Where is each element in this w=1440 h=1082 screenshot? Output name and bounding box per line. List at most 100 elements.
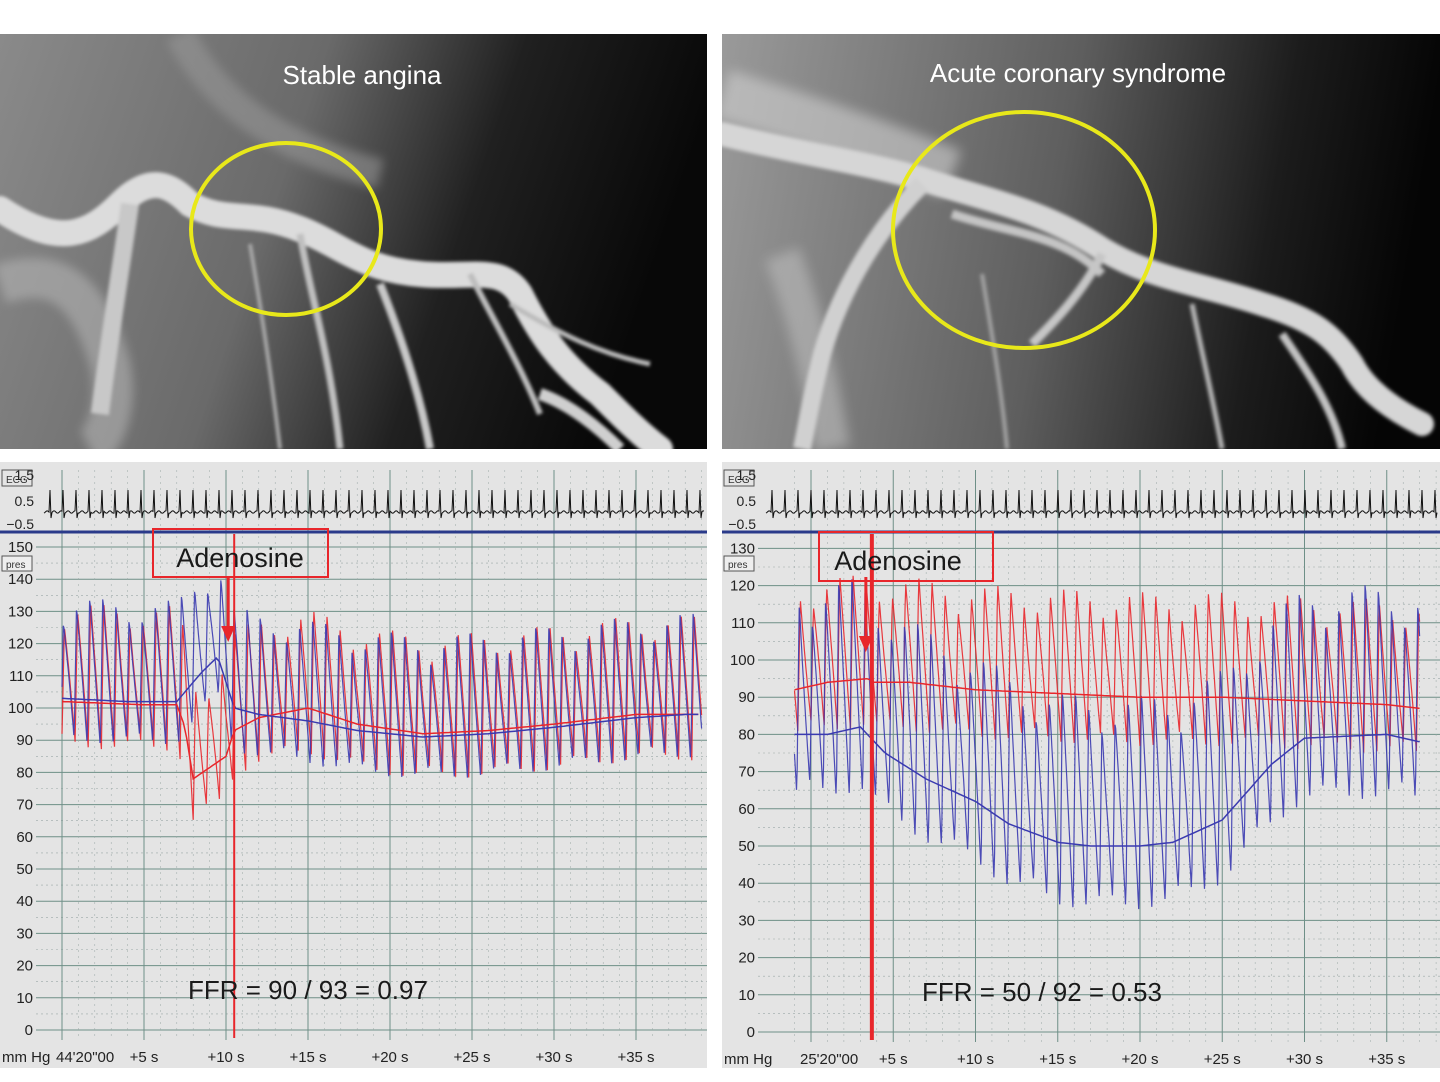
y-tick-label: 60 — [738, 801, 755, 818]
y-tick-label: 70 — [738, 764, 755, 781]
mean-pressure-lines — [61, 657, 699, 781]
x-tick-label: +15 s — [289, 1049, 326, 1066]
adenosine-annotation-box — [152, 528, 329, 578]
y-tick-label: 30 — [738, 912, 755, 929]
y-tick-label: 80 — [738, 726, 755, 743]
ecg-strip — [43, 489, 705, 519]
x-tick-label: +20 s — [371, 1049, 408, 1066]
aortic-pressure-waveform — [793, 575, 1421, 753]
time-origin-label: 44'20"00 — [56, 1049, 114, 1066]
x-tick-label: +5 s — [130, 1049, 159, 1066]
y-tick-label: 100 — [8, 700, 33, 717]
angiogram-title: Stable angina — [282, 60, 442, 90]
y-tick-label: 40 — [16, 893, 33, 910]
angiogram-title: Acute coronary syndrome — [930, 58, 1226, 88]
x-tick-label: +20 s — [1121, 1051, 1158, 1068]
y-tick-label: 20 — [16, 958, 33, 975]
y-axis-ticks: 0 10 20 30 40 50 60 70 80 90 100 110 120 130 — [730, 540, 755, 1041]
x-tick-label: +30 s — [1286, 1051, 1323, 1068]
pressure-trace-acute-coronary-syndrome: 0 10 20 30 40 50 60 70 80 90 100 110 120 130 +5 s +10 … — [722, 462, 1440, 1068]
y-tick-label: 90 — [16, 732, 33, 749]
ecg-tick-label: 1.5 — [15, 467, 35, 483]
y-tick-label: 10 — [738, 987, 755, 1004]
x-tick-label: +25 s — [453, 1049, 490, 1066]
distal-mean-pressure-line — [794, 726, 1420, 847]
y-tick-label: 100 — [730, 652, 755, 669]
y-tick-label: 110 — [731, 615, 755, 632]
adenosine-annotation-label: Adenosine — [176, 543, 304, 573]
y-tick-label: 40 — [738, 875, 755, 892]
y-tick-label: 30 — [16, 925, 33, 942]
pressure-waveforms — [61, 580, 703, 820]
adenosine-marker — [858, 534, 874, 1040]
x-tick-label: +35 s — [617, 1049, 654, 1066]
y-tick-label: 150 — [8, 539, 33, 556]
stenosis-highlight-circle — [891, 110, 1157, 350]
ecg-strip — [765, 489, 1438, 519]
x-tick-label: +10 s — [207, 1049, 244, 1066]
distal-mean-pressure-line — [61, 657, 699, 738]
grid — [0, 470, 707, 1040]
ecg-channel-box — [1, 469, 33, 487]
pressure-waveforms — [793, 575, 1421, 910]
y-axis-unit-label: mm Hg — [2, 1049, 50, 1066]
y-tick-label: 0 — [25, 1022, 33, 1039]
y-tick-label: 80 — [16, 764, 33, 781]
x-tick-label: +5 s — [879, 1051, 908, 1068]
pressure-channel-label: pres — [6, 560, 25, 571]
ffr-result-label: FFR = 90 / 93 = 0.97 — [188, 975, 428, 1005]
stenosis-highlight-circle — [189, 141, 383, 317]
x-tick-label: +15 s — [1039, 1051, 1076, 1068]
y-tick-label: 10 — [16, 990, 33, 1007]
y-tick-label: 70 — [16, 797, 33, 814]
y-tick-label: 60 — [16, 829, 33, 846]
angiogram-acute-coronary-syndrome: Acute coronary syndrome — [722, 34, 1440, 449]
ecg-channel-label: ECG — [6, 475, 28, 486]
y-tick-label: 120 — [8, 636, 33, 653]
y-tick-label: 110 — [9, 668, 33, 685]
aortic-pressure-waveform — [61, 605, 703, 820]
y-tick-label: 120 — [730, 578, 755, 595]
y-tick-label: 0 — [747, 1024, 755, 1041]
aortic-mean-pressure-line — [61, 700, 699, 781]
distal-pressure-waveform — [61, 580, 703, 778]
x-tick-label: +35 s — [1368, 1051, 1405, 1068]
y-tick-label: 90 — [738, 689, 755, 706]
y-tick-label: 50 — [738, 838, 755, 855]
adenosine-marker — [221, 534, 236, 1038]
adenosine-arrow-head — [858, 636, 873, 652]
y-tick-label: 20 — [738, 950, 755, 967]
coronary-artery-tree — [0, 172, 673, 449]
ecg-trace — [765, 489, 1438, 519]
ecg-tick-label: 0.5 — [15, 493, 35, 509]
x-axis-ticks: +5 s +10 s +15 s +20 s +25 s +30 s +35 s — [130, 1049, 655, 1066]
ecg-tick-label: 1.5 — [737, 467, 757, 483]
ecg-tick-label: 0.5 — [737, 493, 757, 509]
adenosine-annotation-box — [818, 531, 994, 582]
pressure-channel-label: pres — [728, 560, 747, 571]
x-tick-label: +30 s — [535, 1049, 572, 1066]
adenosine-annotation-label: Adenosine — [834, 546, 962, 576]
angiogram-stable-angina: Stable angina — [0, 34, 707, 449]
y-tick-label: 130 — [730, 540, 755, 557]
mean-pressure-lines — [794, 677, 1420, 847]
ecg-tick-label: −0.5 — [6, 516, 34, 532]
y-tick-label: 130 — [8, 603, 33, 620]
y-axis-ticks: 0 10 20 30 40 50 60 70 80 90 100 110 120 130 140 150 — [8, 539, 33, 1039]
y-axis-unit-label: mm Hg — [724, 1051, 772, 1068]
y-tick-label: 140 — [8, 571, 33, 588]
ffr-result-label: FFR = 50 / 92 = 0.53 — [922, 977, 1162, 1007]
x-tick-label: +10 s — [957, 1051, 994, 1068]
ecg-channel-box — [723, 469, 755, 487]
plot-background — [722, 462, 1440, 1068]
x-tick-label: +25 s — [1204, 1051, 1241, 1068]
y-tick-label: 50 — [16, 861, 33, 878]
ecg-tick-label: −0.5 — [728, 516, 756, 532]
adenosine-arrow-head — [221, 626, 236, 642]
pressure-trace-stable-angina: 0 10 20 30 40 50 60 70 80 90 100 110 120 130 140 150 +5… — [0, 462, 707, 1068]
ecg-trace — [43, 489, 705, 519]
aortic-mean-pressure-line — [794, 677, 1420, 710]
pressure-channel-box — [1, 555, 33, 572]
time-origin-label: 25'20"00 — [800, 1051, 858, 1068]
distal-pressure-waveform — [793, 579, 1421, 910]
